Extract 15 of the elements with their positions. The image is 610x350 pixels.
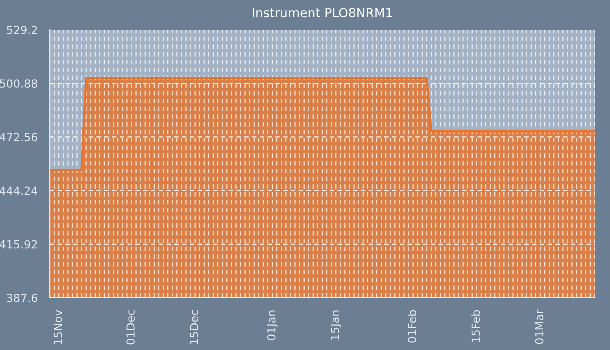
y-tick-label: 444.24 <box>0 186 38 196</box>
x-tick-label: 15Dec <box>190 310 199 344</box>
y-tick-label: 387.6 <box>7 294 38 302</box>
x-tick-label: 01Dec <box>126 310 135 345</box>
x-tick-label: 15Nov <box>54 310 62 344</box>
y-tick-label: 529.2 <box>7 26 38 34</box>
y-tick-label: 415.92 <box>0 240 38 249</box>
x-tick-label: 01Feb <box>408 310 417 343</box>
chart-title: Instrument PLO8NRM1 <box>253 8 392 18</box>
x-tick-label: 01Jan <box>267 310 278 340</box>
x-tick-label: 15Feb <box>472 310 480 342</box>
y-tick-label: 500.88 <box>0 80 38 88</box>
x-tick-label: 01Mar <box>535 310 544 344</box>
x-tick-label: 15Jan <box>331 310 342 340</box>
y-tick-label: 472.56 <box>0 133 38 142</box>
